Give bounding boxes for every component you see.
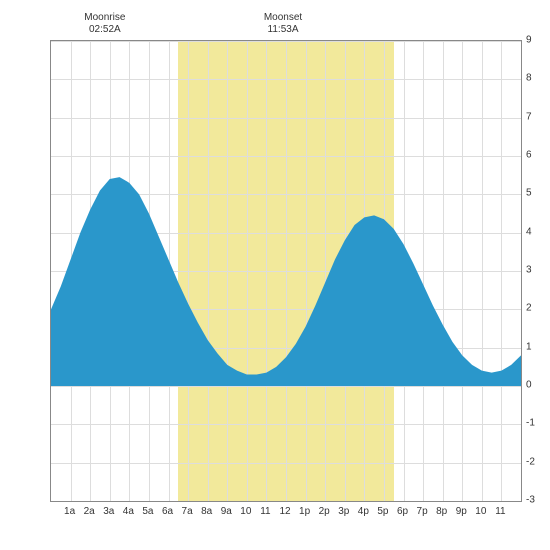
- y-tick-label: 8: [526, 73, 532, 84]
- tide-chart: 1a2a3a4a5a6a7a8a9a1011121p2p3p4p5p6p7p8p…: [10, 10, 540, 540]
- x-tick-label: 2a: [84, 506, 95, 517]
- x-tick-label: 1p: [299, 506, 310, 517]
- y-tick-label: 9: [526, 35, 532, 46]
- tide-area: [51, 41, 521, 501]
- x-tick-label: 6a: [162, 506, 173, 517]
- x-tick-label: 11: [260, 506, 270, 517]
- y-tick-label: 0: [526, 380, 532, 391]
- x-tick-label: 9p: [456, 506, 467, 517]
- y-tick-label: 2: [526, 303, 532, 314]
- moon-event-title: Moonrise: [84, 12, 125, 24]
- moon-event-label: Moonset11:53A: [264, 12, 302, 36]
- moon-event-title: Moonset: [264, 12, 302, 24]
- x-tick-label: 5a: [142, 506, 153, 517]
- x-tick-label: 6p: [397, 506, 408, 517]
- x-tick-label: 11: [495, 506, 505, 517]
- x-tick-label: 5p: [377, 506, 388, 517]
- x-tick-label: 7a: [182, 506, 193, 517]
- moon-event-time: 11:53A: [264, 24, 302, 36]
- x-tick-label: 2p: [319, 506, 330, 517]
- y-tick-label: 7: [526, 111, 532, 122]
- x-tick-label: 4p: [358, 506, 369, 517]
- x-tick-label: 10: [475, 506, 486, 517]
- moon-event-label: Moonrise02:52A: [84, 12, 125, 36]
- y-tick-label: 4: [526, 226, 532, 237]
- y-tick-label: -2: [526, 456, 535, 467]
- y-tick-label: 1: [526, 341, 532, 352]
- x-tick-label: 3p: [338, 506, 349, 517]
- x-tick-label: 4a: [123, 506, 134, 517]
- x-tick-label: 8a: [201, 506, 212, 517]
- x-tick-label: 10: [240, 506, 251, 517]
- grid-h: [51, 501, 521, 502]
- y-tick-label: 3: [526, 265, 532, 276]
- y-tick-label: -1: [526, 418, 535, 429]
- x-tick-label: 12: [279, 506, 290, 517]
- y-tick-label: 5: [526, 188, 532, 199]
- moon-event-time: 02:52A: [84, 24, 125, 36]
- x-tick-label: 1a: [64, 506, 75, 517]
- plot-area: [50, 40, 522, 502]
- x-tick-label: 9a: [221, 506, 232, 517]
- x-tick-label: 3a: [103, 506, 114, 517]
- y-tick-label: 6: [526, 150, 532, 161]
- x-tick-label: 8p: [436, 506, 447, 517]
- y-tick-label: -3: [526, 495, 535, 506]
- x-tick-label: 7p: [417, 506, 428, 517]
